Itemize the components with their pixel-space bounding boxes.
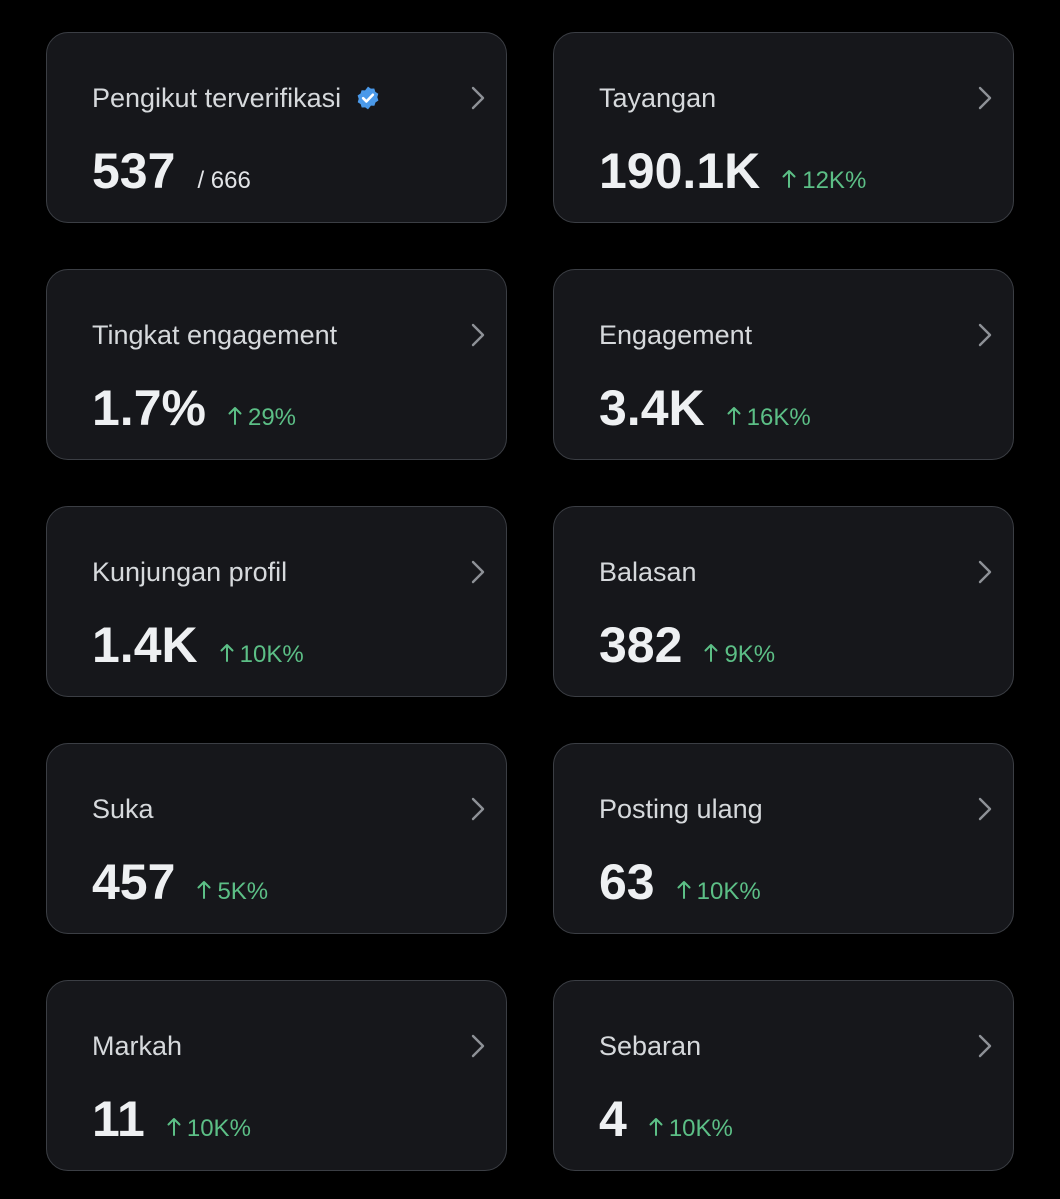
stat-label: Kunjungan profil [92,555,287,589]
stat-change-text: 10K% [696,878,761,905]
stat-card[interactable]: Tingkat engagement 1.7% 29% [46,269,507,460]
stat-change: 10K% [167,1115,251,1143]
up-arrow-icon [228,407,242,425]
stat-card[interactable]: Balasan 382 9K% [553,506,1014,697]
stat-row: 1.7% 29% [92,378,296,438]
chevron-icon [978,1034,992,1058]
stat-value: 537 [92,143,176,199]
stat-change-text: 10K% [239,641,304,668]
stat-row: 4 10K% [599,1089,733,1149]
stat-card[interactable]: Pengikut terverifikasi 537 / 666 [46,32,507,223]
stat-change: 10K% [220,641,304,669]
stat-row: 1.4K 10K% [92,615,304,675]
stat-value: 63 [599,854,655,910]
stat-card[interactable]: Suka 457 5K% [46,743,507,934]
chevron-icon [978,560,992,584]
up-arrow-icon [197,881,211,899]
stat-change-text: 9K% [724,641,776,668]
chevron-icon [978,797,992,821]
stat-row: 190.1K 12K% [599,141,866,201]
stat-change: 5K% [197,878,268,906]
stat-label-text: Balasan [599,557,697,587]
stat-row: 382 9K% [599,615,775,675]
stat-label: Sebaran [599,1029,701,1063]
chevron-icon [471,560,485,584]
chevron-icon [978,323,992,347]
stat-label-text: Pengikut terverifikasi [92,83,342,113]
chevron-icon [471,797,485,821]
stat-label-text: Kunjungan profil [92,557,288,587]
up-arrow-icon [782,170,796,188]
stat-change: 9K% [704,641,775,669]
stat-label: Suka [92,792,154,826]
up-arrow-icon [167,1118,181,1136]
stat-row: 63 10K% [599,852,761,912]
stat-row: 3.4K 16K% [599,378,811,438]
verified-badge [357,86,379,110]
up-arrow-icon [704,644,718,662]
stat-total: / 666 [197,167,251,194]
stat-label-text: Tayangan [599,83,717,113]
stat-label: Engagement [599,318,752,352]
chevron-icon [471,86,485,110]
stat-card[interactable]: Markah 11 10K% [46,980,507,1171]
stat-label-text: Tingkat engagement [92,320,338,350]
stat-card[interactable]: Engagement 3.4K 16K% [553,269,1014,460]
stat-card[interactable]: Sebaran 4 10K% [553,980,1014,1171]
stat-label: Posting ulang [599,792,763,826]
stat-change: 10K% [677,878,761,906]
up-arrow-icon [220,644,234,662]
chevron-icon [978,86,992,110]
stat-label: Balasan [599,555,697,589]
stat-card[interactable]: Posting ulang 63 10K% [553,743,1014,934]
stat-label-text: Engagement [599,320,753,350]
stat-label: Tingkat engagement [92,318,337,352]
stat-label: Markah [92,1029,182,1063]
up-arrow-icon [677,881,691,899]
stat-change: 16K% [727,404,811,432]
stat-value: 11 [92,1091,145,1147]
stat-row: 457 5K% [92,852,268,912]
stat-value: 3.4K [599,380,705,436]
stat-change: 10K% [649,1115,733,1143]
stat-change-text: 29% [247,404,297,431]
stat-value: 190.1K [599,143,761,199]
stat-change-text: 16K% [746,404,811,431]
stat-change-text: 12K% [802,167,867,194]
stat-value: 457 [92,854,176,910]
stat-row: 11 10K% [92,1089,251,1149]
stat-value: 1.4K [92,617,198,673]
stat-value: 382 [599,617,683,673]
stat-label-text: Sebaran [599,1031,702,1061]
chevron-icon [471,323,485,347]
stat-change-text: 10K% [186,1115,251,1142]
up-arrow-icon [727,407,741,425]
chevron-icon [471,1034,485,1058]
up-arrow-icon [649,1118,663,1136]
stat-label-text: Suka [92,794,154,824]
stats-grid: Pengikut terverifikasi 537 / 666 Tayangan 19… [46,32,1014,1171]
stat-label: Tayangan [599,81,716,115]
stat-row: 537 / 666 [92,141,251,201]
stat-value: 4 [599,1091,627,1147]
stat-change: 29% [228,404,296,432]
stat-label: Pengikut terverifikasi [92,81,381,115]
stat-card[interactable]: Tayangan 190.1K 12K% [553,32,1014,223]
stat-change: 12K% [782,167,866,195]
stat-card[interactable]: Kunjungan profil 1.4K 10K% [46,506,507,697]
stat-change-text: 5K% [217,878,269,905]
stat-change-text: 10K% [668,1115,733,1142]
stat-value: 1.7% [92,380,206,436]
stat-label-text: Markah [92,1031,183,1061]
stat-label-text: Posting ulang [599,794,763,824]
